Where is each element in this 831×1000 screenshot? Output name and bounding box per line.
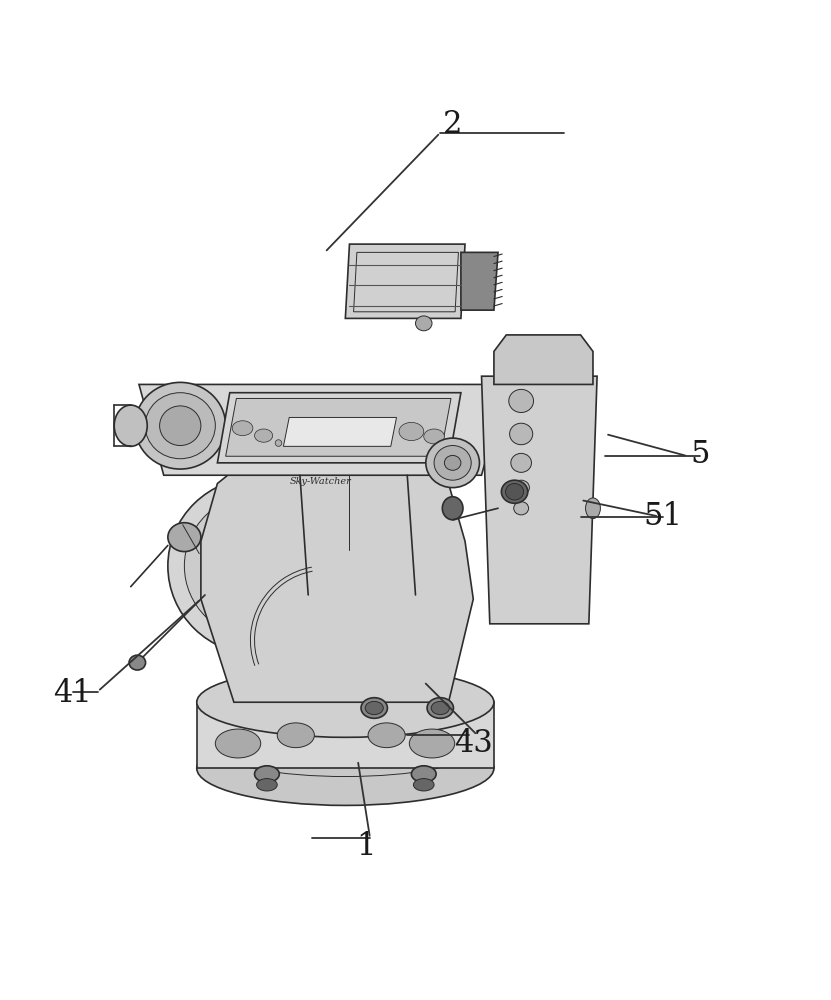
Ellipse shape — [425, 438, 479, 488]
Ellipse shape — [232, 421, 253, 436]
Text: 51: 51 — [644, 501, 682, 532]
Polygon shape — [197, 702, 494, 768]
Polygon shape — [461, 252, 498, 310]
Ellipse shape — [509, 389, 534, 413]
Text: 1: 1 — [356, 831, 376, 862]
Ellipse shape — [197, 667, 494, 737]
Ellipse shape — [168, 523, 201, 552]
Ellipse shape — [129, 655, 145, 670]
Ellipse shape — [424, 429, 445, 444]
Ellipse shape — [215, 729, 261, 758]
Text: 43: 43 — [454, 728, 493, 759]
Ellipse shape — [114, 405, 147, 446]
Polygon shape — [494, 335, 593, 384]
Ellipse shape — [160, 406, 201, 446]
Ellipse shape — [511, 453, 532, 472]
Text: Sky-Watcher: Sky-Watcher — [290, 477, 352, 486]
Ellipse shape — [254, 766, 279, 782]
Ellipse shape — [145, 393, 215, 459]
Ellipse shape — [278, 723, 314, 748]
Polygon shape — [218, 393, 461, 463]
Ellipse shape — [361, 698, 387, 718]
Ellipse shape — [416, 316, 432, 331]
Ellipse shape — [586, 498, 601, 519]
Ellipse shape — [209, 519, 308, 613]
Ellipse shape — [514, 502, 529, 515]
Text: 2: 2 — [443, 109, 462, 140]
Ellipse shape — [368, 723, 406, 748]
Ellipse shape — [275, 440, 282, 446]
Ellipse shape — [257, 779, 278, 791]
Ellipse shape — [414, 779, 434, 791]
Ellipse shape — [442, 497, 463, 520]
Ellipse shape — [399, 422, 424, 441]
Ellipse shape — [168, 477, 350, 655]
Text: 41: 41 — [53, 678, 92, 709]
Ellipse shape — [411, 766, 436, 782]
Ellipse shape — [135, 382, 226, 469]
Ellipse shape — [501, 480, 528, 503]
Ellipse shape — [184, 494, 333, 638]
Polygon shape — [481, 376, 597, 624]
Ellipse shape — [509, 423, 533, 445]
Polygon shape — [139, 384, 506, 475]
Ellipse shape — [434, 446, 471, 480]
Polygon shape — [201, 434, 474, 702]
Text: 5: 5 — [691, 439, 710, 470]
Polygon shape — [346, 244, 465, 318]
Ellipse shape — [445, 455, 461, 470]
Ellipse shape — [431, 701, 450, 715]
Ellipse shape — [365, 701, 383, 715]
Ellipse shape — [197, 731, 494, 805]
Ellipse shape — [505, 483, 524, 500]
Ellipse shape — [410, 729, 455, 758]
Ellipse shape — [427, 698, 454, 718]
Polygon shape — [283, 417, 396, 446]
Ellipse shape — [513, 480, 529, 495]
Ellipse shape — [254, 429, 273, 442]
Polygon shape — [226, 398, 451, 456]
